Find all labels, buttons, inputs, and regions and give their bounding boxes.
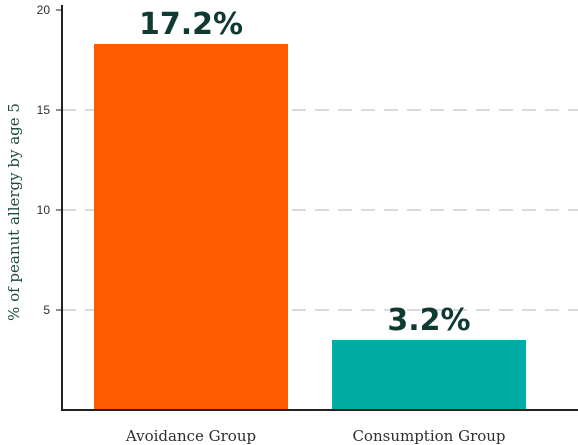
ytick-label-5: 5 bbox=[43, 303, 50, 317]
data-label-avoidance-group: 17.2% bbox=[139, 7, 243, 42]
bar-avoidance-group bbox=[94, 44, 288, 410]
ytick-label-15: 15 bbox=[37, 103, 51, 117]
category-label-consumption-group: Consumption Group bbox=[352, 427, 505, 445]
ytick-label-10: 10 bbox=[37, 203, 51, 217]
ytick-label-20: 20 bbox=[37, 3, 51, 17]
y-axis-label: % of peanut allergy by age 5 bbox=[5, 103, 23, 321]
bar-consumption-group bbox=[332, 340, 526, 410]
data-label-consumption-group: 3.2% bbox=[387, 303, 470, 338]
category-label-avoidance-group: Avoidance Group bbox=[125, 427, 256, 445]
